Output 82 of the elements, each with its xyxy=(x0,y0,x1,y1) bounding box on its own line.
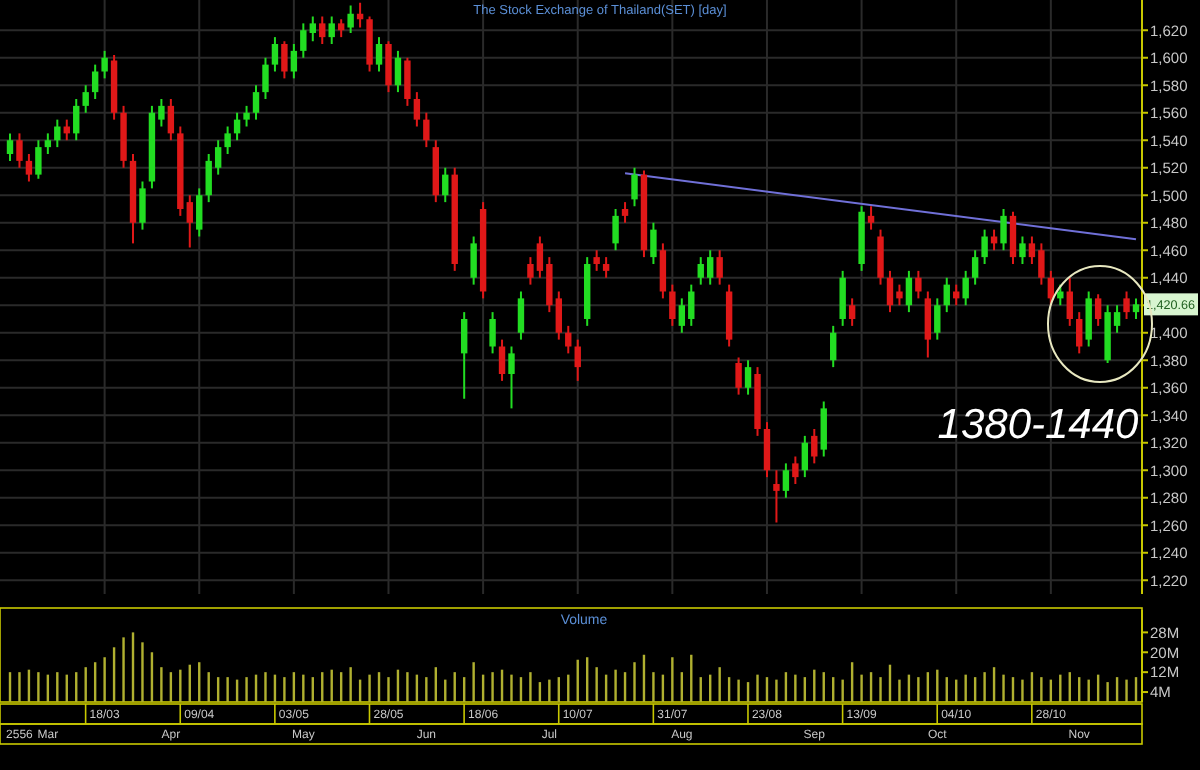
candlestick xyxy=(811,428,818,465)
candlestick xyxy=(1076,311,1083,355)
candlestick xyxy=(54,118,61,149)
candlestick xyxy=(347,4,354,34)
candlestick xyxy=(650,221,657,265)
candlestick xyxy=(744,359,752,396)
candlestick xyxy=(442,166,449,204)
candlestick xyxy=(621,201,629,224)
candlestick xyxy=(1000,208,1007,252)
candlestick xyxy=(839,269,846,327)
candlestick xyxy=(196,187,203,238)
candlestick xyxy=(243,104,250,128)
candlestick xyxy=(848,297,856,327)
candlestick xyxy=(35,139,42,180)
candlestick xyxy=(498,338,506,382)
candlestick xyxy=(1019,235,1026,265)
candlestick xyxy=(91,63,99,100)
candlestick xyxy=(981,228,988,265)
candlestick xyxy=(669,283,676,327)
annotation: 1380-1440 xyxy=(937,402,1140,448)
candlestick xyxy=(413,91,421,128)
candlestick xyxy=(678,297,686,334)
candlestick xyxy=(574,338,581,382)
candlestick xyxy=(404,56,411,107)
candlestick xyxy=(877,228,884,286)
candlestick xyxy=(394,49,402,94)
candlestick xyxy=(830,324,837,369)
candlestick xyxy=(1123,290,1130,320)
candlestick xyxy=(782,462,790,499)
candlestick xyxy=(962,269,969,307)
candlestick xyxy=(565,324,572,355)
candlestick xyxy=(167,98,175,142)
candlestick xyxy=(6,132,14,162)
candlestick xyxy=(915,269,922,300)
candlestick xyxy=(792,455,799,485)
candlestick xyxy=(508,345,515,410)
candlestick xyxy=(631,166,638,208)
candlestick xyxy=(16,132,23,169)
candlestick xyxy=(139,180,146,231)
candlestick xyxy=(460,311,468,400)
candlestick xyxy=(867,205,875,231)
candlestick xyxy=(905,269,913,314)
candlestick xyxy=(262,56,269,100)
candlestick xyxy=(1009,210,1017,265)
candlestick xyxy=(612,208,619,252)
candlestick xyxy=(328,15,335,45)
candlestick xyxy=(924,290,932,359)
candlestick xyxy=(319,15,326,45)
candlestick xyxy=(1085,290,1092,348)
candlestick xyxy=(290,43,298,80)
candlestick xyxy=(73,98,80,142)
candlestick xyxy=(943,276,950,314)
candlestick xyxy=(44,132,52,155)
candlestick xyxy=(375,36,383,73)
candlestick xyxy=(489,311,496,355)
candlestick xyxy=(716,249,723,286)
candlestick xyxy=(801,434,809,479)
candlestick xyxy=(1132,297,1140,320)
candlestick xyxy=(735,356,742,396)
candlestick xyxy=(934,297,941,341)
candlestick xyxy=(517,290,525,341)
candlestick xyxy=(1094,293,1102,327)
candlestick xyxy=(470,235,477,286)
candlestick xyxy=(423,111,430,149)
candlestick xyxy=(659,242,667,300)
candlestick xyxy=(366,15,373,73)
candlestick xyxy=(385,40,392,94)
candlestick xyxy=(602,256,610,279)
candlestick xyxy=(763,421,771,479)
candlestick xyxy=(820,400,827,458)
candlestick xyxy=(101,49,108,80)
candlestick xyxy=(1066,276,1073,327)
candlestick xyxy=(593,249,600,272)
candlestick xyxy=(281,40,288,80)
candlestick xyxy=(252,84,260,121)
candlestick xyxy=(971,249,979,286)
candlestick xyxy=(224,125,231,155)
candlestick xyxy=(1057,283,1064,307)
candlestick xyxy=(82,84,89,114)
candlestick xyxy=(773,469,780,524)
candlestick xyxy=(25,153,33,183)
candlestick xyxy=(271,36,279,73)
